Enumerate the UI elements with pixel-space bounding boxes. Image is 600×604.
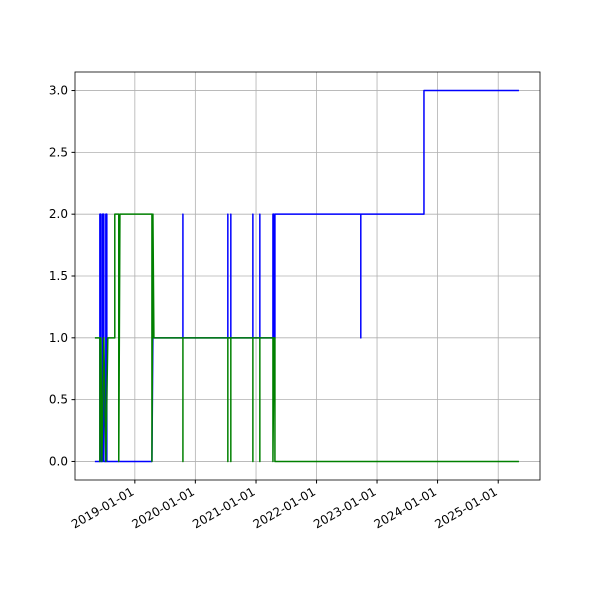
y-tick-label: 0.5 xyxy=(49,393,68,407)
y-tick-label: 2.5 xyxy=(49,145,68,159)
plot-frame xyxy=(74,71,541,481)
y-tick-label: 0.0 xyxy=(49,454,68,468)
y-tick-label: 2.0 xyxy=(49,207,68,221)
y-tick-label: 1.5 xyxy=(49,269,68,283)
series-line xyxy=(94,213,519,463)
y-tick-label: 3.0 xyxy=(49,84,68,98)
y-tick-label: 1.0 xyxy=(49,331,68,345)
